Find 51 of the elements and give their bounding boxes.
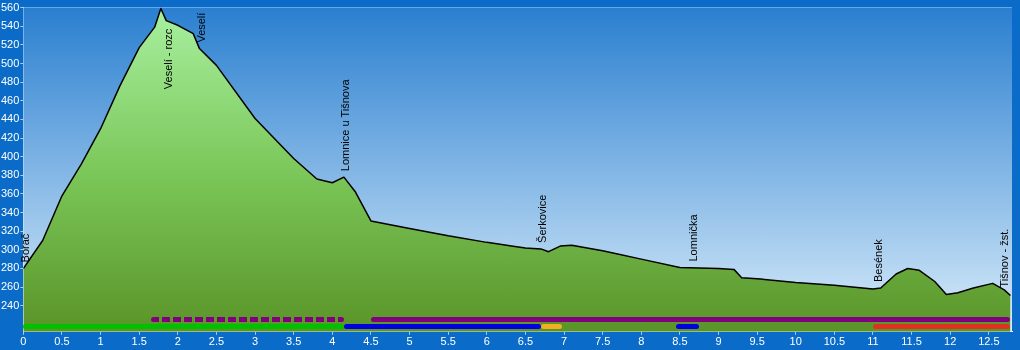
annotation: Šerkovice [536, 194, 549, 243]
y-tick-label: 460 [0, 93, 20, 106]
x-tick-label: 6.5 [517, 335, 534, 348]
y-tick-label: 340 [0, 205, 20, 218]
x-tick-label: 7.5 [594, 335, 611, 348]
y-tick-label: 280 [0, 261, 20, 274]
y-tick-label: 440 [0, 112, 20, 125]
annotation: Veselí [194, 12, 207, 43]
x-tick-label: 1.5 [131, 335, 147, 348]
y-tick-label: 380 [0, 168, 20, 181]
x-tick-label: 8 [638, 335, 645, 348]
x-tick-label: 7 [560, 335, 568, 348]
x-tick-label: 2 [174, 335, 181, 348]
annotation: Veselí - rozc [161, 28, 174, 90]
x-tick-label: 5 [406, 335, 413, 348]
y-tick-label: 500 [0, 56, 20, 69]
x-tick-label: 6 [483, 335, 490, 348]
x-tick-label: 4 [329, 335, 336, 348]
x-tick-label: 9.5 [749, 335, 765, 348]
y-tick-label: 300 [0, 242, 20, 255]
x-tick-label: 11 [867, 335, 879, 348]
annotation: Borač [18, 233, 31, 263]
y-tick-label: 540 [0, 19, 20, 32]
x-tick-label: 0 [20, 335, 27, 348]
x-tick-label: 9 [715, 335, 722, 348]
y-tick-label: 260 [0, 280, 20, 293]
x-tick-label: 0.5 [54, 335, 70, 348]
y-tick-label: 240 [0, 298, 20, 311]
annotation: Lomnička [686, 213, 699, 262]
annotation: Besének [872, 238, 885, 283]
annotation: Tišnov - žst. [997, 228, 1010, 288]
y-tick-label: 480 [0, 75, 20, 88]
x-tick-label: 3 [252, 335, 259, 348]
x-tick-label: 1 [97, 335, 104, 348]
annotation: Lomnice u Tišnova [339, 78, 352, 172]
x-tick-label: 10 [789, 335, 802, 348]
y-tick-label: 320 [0, 224, 20, 237]
y-tick-label: 560 [0, 0, 20, 13]
y-tick-label: 420 [0, 131, 20, 144]
x-tick-label: 12.5 [978, 335, 1000, 348]
x-tick-label: 11.5 [901, 335, 922, 348]
x-tick-label: 4.5 [363, 335, 379, 348]
x-tick-label: 2.5 [208, 335, 225, 348]
x-tick-label: 3.5 [286, 335, 302, 348]
x-tick-label: 10.5 [823, 335, 846, 348]
x-tick-label: 12 [944, 335, 957, 348]
y-tick-label: 360 [0, 186, 20, 199]
x-tick-label: 5.5 [440, 335, 456, 348]
y-tick-label: 520 [0, 37, 20, 50]
x-tick-label: 8.5 [672, 335, 688, 348]
y-tick-label: 400 [0, 149, 20, 162]
